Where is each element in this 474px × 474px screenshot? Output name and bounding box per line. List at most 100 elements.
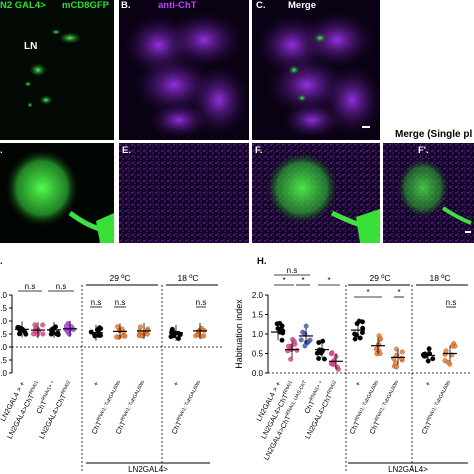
y-tick-label: 0.5 — [252, 350, 264, 359]
data-point — [430, 356, 436, 362]
significance-label: n.s — [25, 282, 36, 291]
data-point — [394, 364, 399, 370]
y-tick-label: 0.0 — [252, 369, 264, 378]
data-point — [63, 323, 69, 329]
data-point — [450, 343, 455, 349]
data-point — [40, 322, 46, 328]
data-point — [294, 347, 300, 353]
data-point — [286, 343, 291, 349]
y-tick-label: -1.0 — [0, 369, 8, 378]
data-point — [120, 333, 126, 339]
panel-fprime-label: F'. — [418, 145, 429, 156]
data-point — [426, 346, 432, 352]
y-tick-label: -0.5 — [0, 356, 8, 365]
x-tick-superscript: RNAi1> + — [41, 380, 57, 402]
panel-c-title: Merge — [288, 0, 316, 11]
data-point — [138, 324, 143, 330]
panel-b-image — [119, 0, 249, 140]
data-point — [360, 330, 365, 336]
x-tick-superscript: RNAi1 — [28, 380, 40, 396]
data-point — [115, 324, 121, 330]
x-tick-label: + — [171, 380, 181, 388]
y-tick-label: 0.0 — [0, 343, 8, 352]
panel-e-label: E. — [122, 145, 131, 156]
y-axis-label: Habituation index — [234, 299, 244, 369]
x-tick-superscript: RNAi2 — [60, 380, 72, 396]
data-point — [279, 337, 285, 343]
y-tick-label: 1.0 — [0, 317, 8, 326]
panel-c-image — [252, 0, 380, 140]
y-tick-label: 2.0 — [252, 291, 264, 300]
data-point — [303, 323, 309, 329]
data-point — [392, 360, 398, 366]
y-tick-label: 1.5 — [252, 311, 264, 320]
data-point — [48, 331, 54, 337]
group-label: LN2GAL4> — [388, 465, 428, 474]
data-point — [114, 334, 119, 340]
y-tick-label: 1.5 — [0, 304, 8, 313]
data-point — [352, 336, 358, 342]
data-point — [320, 338, 326, 344]
significance-label: n.s — [287, 266, 298, 275]
panel-fprime-image — [383, 143, 474, 243]
data-point — [352, 331, 358, 337]
panel-d-label: . — [0, 145, 3, 156]
x-tick-label: + — [353, 380, 363, 388]
significance-label: n.s — [196, 298, 207, 307]
data-point — [64, 329, 70, 335]
data-point — [55, 330, 61, 336]
data-point — [331, 358, 337, 363]
y-tick-label: 0.5 — [0, 330, 8, 339]
data-point — [314, 350, 320, 356]
data-point — [278, 326, 284, 332]
y-tick-label: 1.0 — [252, 330, 264, 339]
x-tick-label: ChTRNAi1; TubGAL80ts — [419, 379, 455, 435]
x-tick-label: + — [423, 380, 433, 388]
data-point — [393, 346, 399, 352]
temperature-label: 18 ºC — [429, 273, 450, 283]
significance-label: * — [327, 276, 330, 285]
panel-c-label: C. — [256, 0, 266, 11]
x-tick-superscript: RNAi1 — [282, 380, 294, 396]
y-tick-label: 2.0 — [0, 291, 8, 300]
data-point — [92, 333, 98, 339]
significance-label: n.s — [91, 298, 102, 307]
significance-label: n.s — [56, 282, 67, 291]
panel-a-image — [0, 0, 114, 140]
data-point — [328, 351, 334, 357]
significance-label: n.s — [115, 298, 126, 307]
panel-a-genotype: N2 GAL4> — [0, 0, 46, 11]
data-point — [288, 356, 294, 362]
merge-single-title: Merge (Single pl — [395, 129, 473, 140]
panel-g-label: . — [0, 256, 3, 267]
data-point — [320, 348, 325, 353]
data-point — [443, 348, 449, 354]
panel-b-label: B. — [121, 0, 131, 11]
data-point — [357, 335, 363, 341]
x-tick-label: + — [91, 380, 101, 388]
x-tick-superscript: RNAi2 — [326, 380, 338, 396]
panel-f-image — [252, 143, 380, 243]
data-point — [356, 318, 362, 324]
significance-label: * — [301, 276, 304, 285]
panel-h-label: H. — [257, 256, 267, 267]
panel-f-label: F. — [255, 145, 263, 156]
data-point — [22, 329, 28, 335]
data-point — [399, 349, 405, 355]
panel-d-image — [0, 143, 114, 243]
panel-b-marker: anti-ChT — [158, 0, 197, 11]
temperature-label: 29 ºC — [369, 273, 390, 283]
temperature-label: 18 ºC — [177, 273, 198, 283]
data-point — [274, 321, 280, 327]
data-point — [321, 356, 327, 362]
temperature-label: 29 ºC — [109, 273, 130, 283]
data-point — [307, 337, 313, 343]
data-point — [330, 362, 336, 368]
data-point — [291, 338, 297, 344]
data-point — [32, 328, 38, 334]
ln-label: LN — [24, 41, 38, 52]
x-tick-label: ChTRNAi1; TubGAL80ts — [169, 379, 205, 435]
data-point — [316, 356, 322, 361]
